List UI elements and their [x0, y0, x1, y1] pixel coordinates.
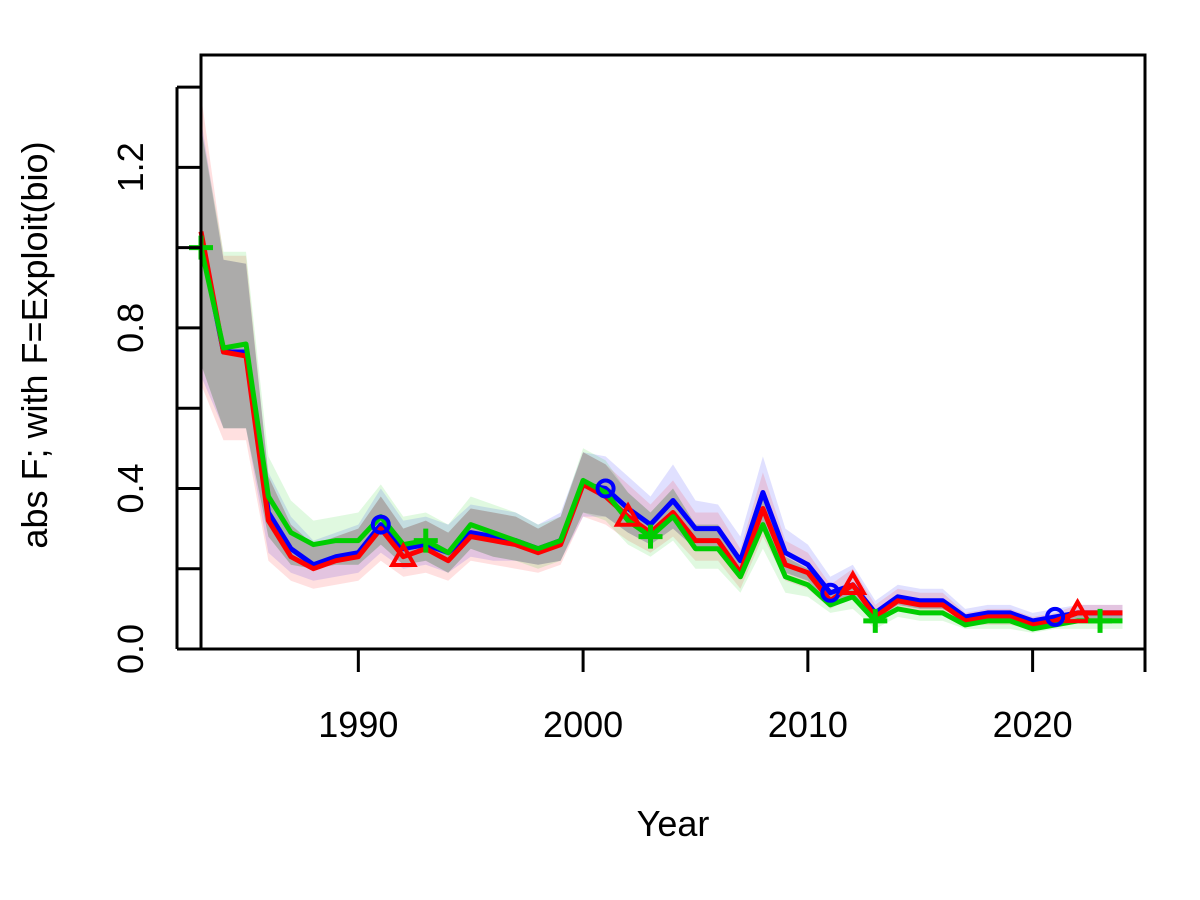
- marker-blue: [820, 582, 841, 603]
- series-line-red: [198, 231, 1123, 628]
- marker-red: [388, 541, 418, 567]
- marker-blue: [595, 478, 616, 499]
- marker-green: [638, 524, 663, 549]
- y-axis: 0.0 0.4 0.8 1.2: [110, 85, 201, 674]
- y-tick-label: 1.2: [110, 142, 151, 192]
- y-tick-label: 0.4: [110, 463, 151, 513]
- marker-red: [838, 569, 868, 596]
- y-tick-label: 0.8: [110, 303, 151, 353]
- marker-blue: [370, 514, 391, 535]
- series-lines: [198, 231, 1123, 632]
- marker-red: [1063, 597, 1093, 624]
- x-axis: 1990 2000 2010 2020: [318, 647, 1147, 745]
- marker-green: [413, 528, 438, 553]
- series-line-blue: [198, 239, 1123, 624]
- x-tick-label: 2010: [768, 704, 848, 745]
- band-green: [201, 127, 1123, 633]
- y-axis-title: abs F; with F=Exploit(bio): [14, 141, 55, 548]
- series-line-green: [198, 247, 1123, 632]
- y-tick-label: 0.0: [110, 624, 151, 674]
- marker-blue: [1045, 606, 1066, 627]
- marker-green: [1088, 608, 1113, 633]
- x-tick-label: 2000: [543, 704, 623, 745]
- x-tick-label: 1990: [318, 704, 398, 745]
- band-overlap: [201, 127, 1123, 625]
- confidence-bands: [201, 95, 1123, 633]
- marker-red: [613, 501, 643, 527]
- x-axis-title: Year: [637, 803, 710, 844]
- marker-green: [863, 608, 888, 633]
- x-tick-label: 2020: [993, 704, 1073, 745]
